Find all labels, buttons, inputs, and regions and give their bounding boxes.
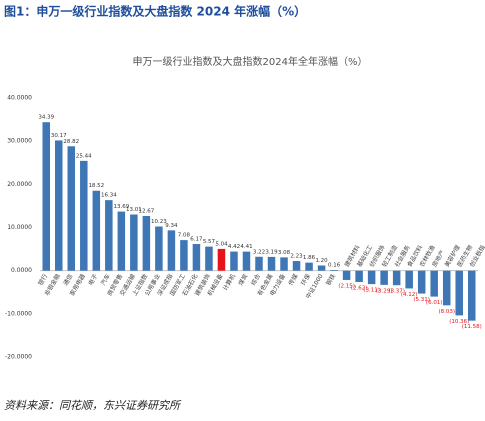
data-label: 3.08: [278, 250, 291, 256]
y-tick-label: 10.0000: [7, 224, 32, 231]
data-label: (6.01): [426, 300, 443, 306]
y-tick-label: 20.0000: [7, 181, 32, 188]
data-label: 1.20: [315, 258, 328, 264]
x-tick-label: 综合: [249, 272, 262, 286]
data-label: 5.57: [203, 239, 216, 245]
bar: [142, 215, 151, 271]
bar: [317, 265, 326, 271]
data-label: 13.69: [113, 204, 129, 210]
data-label: (5.31): [413, 297, 430, 303]
data-label: (11.58): [462, 324, 482, 330]
chart-title: 申万一级行业指数及大盘指数2024年全年涨幅（%）: [133, 55, 368, 68]
y-tick-label: -20.0000: [5, 354, 32, 361]
bar: [280, 257, 288, 271]
data-label: 12.67: [138, 208, 154, 214]
bar: [455, 270, 463, 316]
bar: [417, 270, 426, 294]
x-tick-label: 钢铁: [324, 272, 337, 286]
data-label: 6.17: [190, 237, 203, 243]
bar: [442, 270, 451, 306]
data-label: 9.34: [165, 223, 178, 229]
bar: [305, 262, 313, 271]
data-label: 4.41: [240, 244, 252, 250]
x-tick-label: 煤炭: [237, 272, 250, 286]
bar: [267, 256, 276, 271]
data-label: 30.17: [51, 133, 67, 139]
bar: [330, 269, 338, 271]
bar: [67, 146, 76, 271]
data-label: (2.15): [338, 283, 355, 289]
bar: [242, 251, 251, 271]
bar: [392, 270, 401, 286]
bar: [430, 270, 438, 297]
bar: [167, 230, 176, 271]
data-label: 3.19: [265, 249, 278, 255]
bar: [105, 200, 113, 271]
bar: [292, 261, 301, 271]
x-tick-label: 电子: [86, 272, 99, 286]
bar: [42, 122, 51, 271]
bar: [217, 248, 226, 271]
data-label: 3.22: [253, 249, 265, 255]
data-label: 5.04: [215, 241, 228, 247]
data-label: 16.34: [101, 193, 117, 199]
bar: [55, 140, 63, 271]
data-label: 28.82: [63, 139, 79, 145]
bar: [405, 270, 413, 289]
data-label: (4.12): [401, 292, 418, 298]
data-label: 34.39: [38, 115, 54, 121]
y-tick-label: 0.0000: [11, 267, 32, 274]
bar: [230, 251, 238, 271]
x-tick-label: 通信: [61, 272, 74, 286]
bar: [255, 256, 263, 271]
data-label: 1.86: [303, 255, 316, 261]
bar: [155, 226, 163, 271]
data-label: 13.01: [126, 207, 142, 213]
data-label: 7.08: [178, 233, 191, 239]
bar: [467, 270, 476, 321]
x-tick-label: 银行: [36, 272, 49, 286]
data-label: 25.44: [76, 153, 92, 159]
bar: [367, 270, 376, 285]
data-label: (8.03): [438, 309, 455, 315]
bar: [130, 214, 138, 271]
data-label: (3.37): [388, 289, 405, 295]
x-tick-label: 汽车: [99, 272, 112, 286]
data-label: (3.29): [376, 288, 393, 294]
bar: [92, 190, 101, 271]
data-label: (10.36): [449, 319, 469, 325]
bar: [180, 240, 188, 271]
y-tick-label: 30.0000: [7, 138, 32, 145]
x-tick-label: 环保: [299, 272, 312, 286]
bar: [80, 160, 88, 271]
page-title: 图1：申万一级行业指数及大盘指数 2024 年涨幅（%）: [4, 4, 306, 19]
bar: [355, 270, 363, 282]
data-label: 0.16: [328, 262, 341, 268]
data-label: 4.42: [228, 244, 240, 250]
bar: [342, 270, 351, 280]
source: 资料来源：同花顺，东兴证券研究所: [4, 399, 182, 412]
data-label: (2.62): [351, 285, 368, 291]
y-tick-label: 40.0000: [7, 95, 32, 102]
data-label: 2.23: [290, 254, 303, 260]
x-tick-label: 传媒: [287, 272, 300, 286]
bar: [380, 270, 388, 285]
y-tick-label: -10.0000: [5, 310, 32, 317]
x-tick-label: 计算机: [221, 272, 237, 292]
data-label: (3.11): [363, 288, 380, 294]
data-label: 18.52: [88, 183, 104, 189]
data-label: 10.23: [151, 219, 167, 225]
bar: [117, 211, 126, 271]
bar: [205, 246, 213, 271]
bar: [192, 244, 201, 271]
